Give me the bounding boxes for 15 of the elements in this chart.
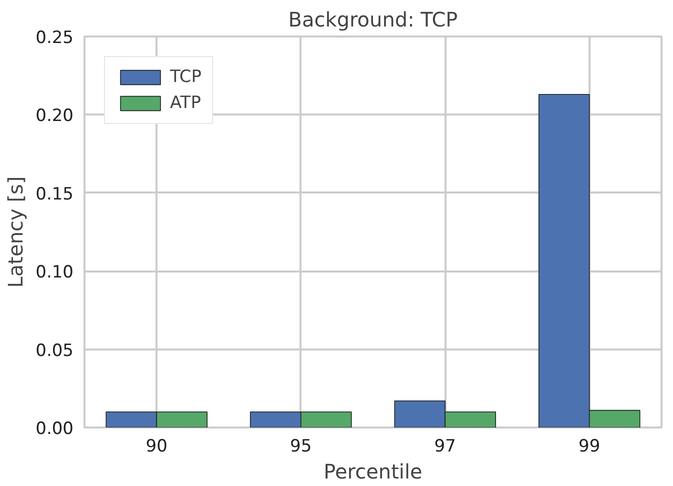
x-axis-title: Percentile [324, 460, 422, 484]
y-tick-label: 0.15 [36, 184, 74, 204]
y-tick-label: 0.25 [36, 28, 74, 48]
y-tick-label: 0.10 [36, 262, 74, 283]
legend-label: ATP [170, 93, 201, 113]
x-tick-label: 95 [290, 436, 312, 456]
y-tick-label: 0.00 [36, 419, 74, 439]
y-axis-title: Latency [s] [4, 176, 28, 288]
y-tick-label: 0.20 [36, 106, 74, 126]
x-tick-label: 90 [146, 436, 168, 456]
chart-title: Background: TCP [288, 8, 458, 32]
y-tick-label: 0.05 [36, 340, 74, 361]
x-tick-label: 97 [434, 436, 456, 456]
x-tick-label: 99 [578, 436, 600, 456]
legend-label: TCP [170, 67, 202, 87]
